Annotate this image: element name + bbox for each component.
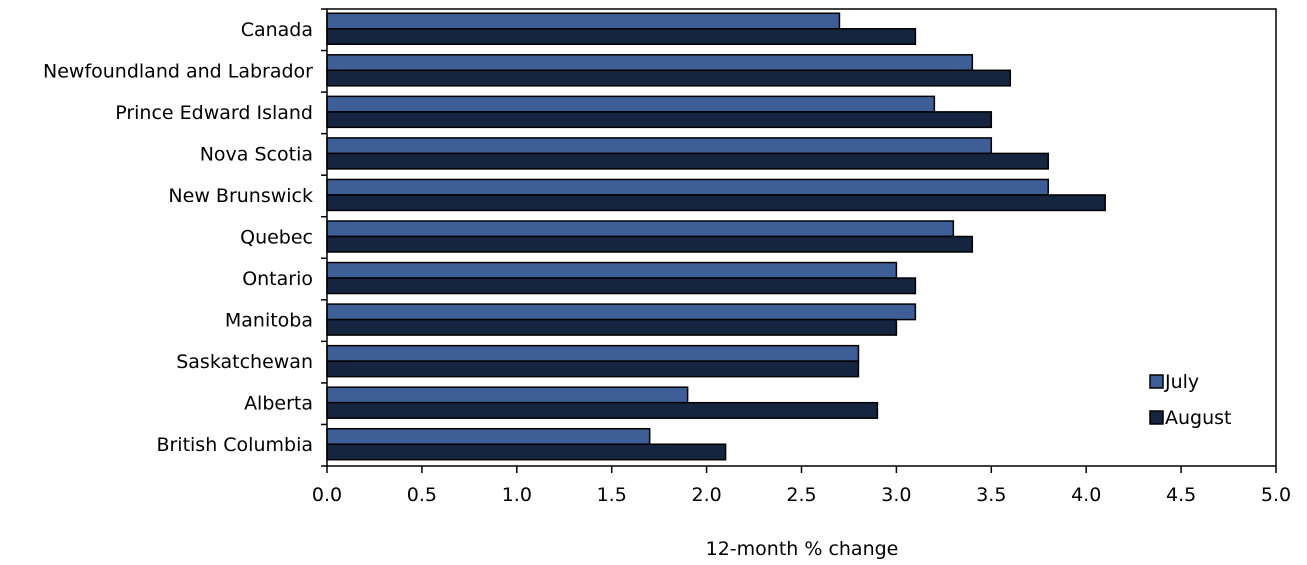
category-label: Manitoba bbox=[225, 310, 313, 332]
bar-august-7 bbox=[326, 318, 898, 336]
bar-july-10 bbox=[326, 427, 651, 445]
bar-july-7 bbox=[326, 303, 917, 321]
bar-august-3 bbox=[326, 152, 1049, 170]
category-label: Saskatchewan bbox=[176, 351, 313, 373]
bar-july-6 bbox=[326, 261, 898, 279]
x-tick-label: 3.0 bbox=[881, 484, 911, 506]
bar-august-5 bbox=[326, 235, 974, 253]
x-tick-label: 1.5 bbox=[597, 484, 627, 506]
category-label: Alberta bbox=[244, 393, 313, 415]
bar-august-10 bbox=[326, 443, 727, 461]
x-tick-label: 1.0 bbox=[502, 484, 532, 506]
category-label: Prince Edward Island bbox=[115, 102, 313, 124]
legend-swatch-august bbox=[1149, 410, 1164, 425]
bar-july-2 bbox=[326, 95, 936, 113]
x-tick-label: 5.0 bbox=[1261, 484, 1291, 506]
bar-july-1 bbox=[326, 54, 974, 72]
bar-august-4 bbox=[326, 194, 1106, 212]
x-tick-label: 2.0 bbox=[691, 484, 721, 506]
legend-swatch-july bbox=[1149, 374, 1164, 389]
bar-august-0 bbox=[326, 28, 917, 46]
x-tick-label: 0.0 bbox=[312, 484, 342, 506]
plot-area: Canada Newfoundland and Labrador Prince Ed… bbox=[43, 8, 1291, 506]
legend-label-july: July bbox=[1164, 371, 1199, 393]
x-tick-label: 4.5 bbox=[1166, 484, 1196, 506]
category-label: New Brunswick bbox=[168, 185, 313, 207]
bar-august-9 bbox=[326, 401, 879, 419]
category-label: Quebec bbox=[240, 227, 313, 249]
bar-july-9 bbox=[326, 386, 689, 404]
bar-july-0 bbox=[326, 12, 841, 30]
bar-august-2 bbox=[326, 111, 993, 129]
bar-july-3 bbox=[326, 137, 993, 155]
category-label: Newfoundland and Labrador bbox=[43, 60, 313, 82]
bar-july-8 bbox=[326, 344, 860, 362]
bar-august-6 bbox=[326, 277, 917, 295]
x-tick-label: 0.5 bbox=[407, 484, 437, 506]
bar-july-4 bbox=[326, 178, 1049, 196]
bar-july-5 bbox=[326, 220, 955, 238]
x-tick-label: 3.5 bbox=[976, 484, 1006, 506]
x-tick-label: 4.0 bbox=[1071, 484, 1101, 506]
bar-august-8 bbox=[326, 360, 860, 378]
category-label: British Columbia bbox=[156, 434, 313, 456]
category-label: Nova Scotia bbox=[200, 143, 313, 165]
legend: July August bbox=[1149, 371, 1232, 429]
category-label: Canada bbox=[241, 19, 313, 41]
bar-august-1 bbox=[326, 69, 1012, 87]
legend-label-august: August bbox=[1165, 407, 1232, 429]
x-axis-title: 12-month % change bbox=[706, 538, 899, 560]
x-tick-label: 2.5 bbox=[786, 484, 816, 506]
category-label: Ontario bbox=[242, 268, 313, 290]
